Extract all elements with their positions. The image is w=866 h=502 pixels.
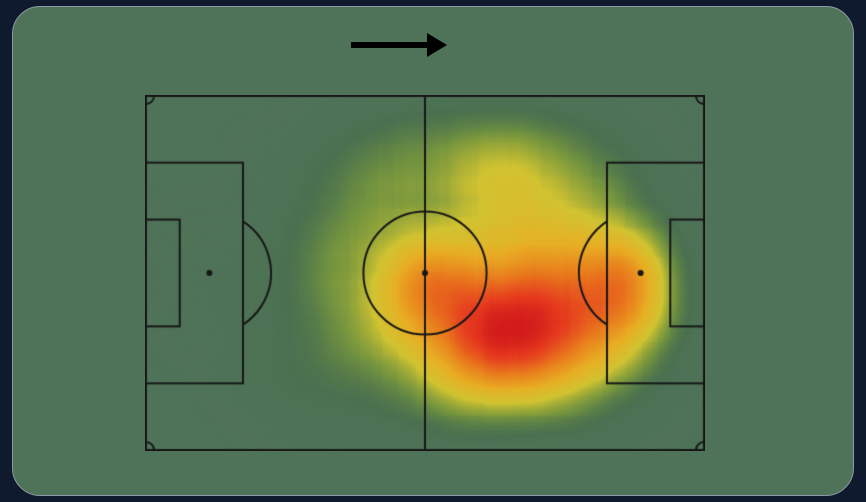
pitch-container [145, 95, 705, 451]
arrow-shaft [351, 42, 429, 48]
arrow-head-icon [427, 33, 447, 57]
pitch-lines-canvas [145, 95, 705, 451]
direction-arrow-icon [351, 33, 447, 57]
heatmap-card [12, 6, 854, 496]
